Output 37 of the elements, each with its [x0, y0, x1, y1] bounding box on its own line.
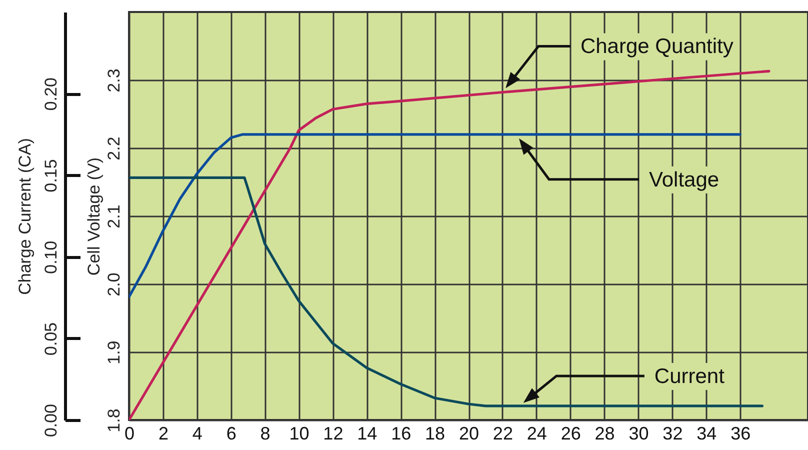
x-tick-label: 32 — [662, 424, 683, 444]
x-tick-label: 4 — [192, 424, 202, 444]
series-label: Charge Quantity — [580, 35, 734, 58]
series-label: Current — [654, 364, 725, 388]
y2-tick-label: 0.00 — [42, 404, 60, 438]
x-tick-label: 20 — [458, 424, 480, 444]
y2-tick-label: 0.15 — [42, 159, 60, 192]
y-tick-label: 2.1 — [104, 204, 124, 228]
y-tick-label: 1.8 — [104, 408, 124, 432]
x-tick-label: 6 — [226, 424, 236, 444]
x-tick-label: 34 — [696, 424, 717, 444]
x-tick-label: 8 — [260, 424, 270, 444]
x-tick-label: 14 — [357, 424, 378, 444]
series-label: Voltage — [649, 168, 720, 192]
y2-axis-title: Charge Current (CA) — [16, 138, 34, 295]
y-tick-label: 2.0 — [104, 272, 124, 296]
y2-tick-label: 0.10 — [42, 240, 60, 274]
x-tick-label: 36 — [730, 424, 751, 444]
x-tick-label: 10 — [289, 424, 310, 444]
x-tick-label: 0 — [124, 424, 135, 444]
y2-tick-label: 0.05 — [42, 322, 60, 356]
x-tick-label: 16 — [391, 424, 412, 444]
y-axis-title: Cell Voltage (V) — [84, 157, 104, 276]
x-tick-label: 22 — [492, 424, 513, 444]
x-tick-label: 24 — [526, 424, 547, 444]
x-tick-label: 2 — [158, 424, 168, 444]
x-tick-label: 30 — [628, 424, 649, 444]
y-tick-label: 2.3 — [104, 68, 124, 92]
x-tick-label: 26 — [560, 424, 581, 444]
x-tick-label: 12 — [323, 424, 344, 444]
x-tick-label: 18 — [425, 424, 446, 444]
line-series — [129, 70, 770, 420]
x-tick-label: 28 — [594, 424, 615, 444]
y-tick-label: 2.2 — [104, 136, 124, 160]
y-tick-label: 1.9 — [104, 340, 124, 364]
line-series — [129, 133, 742, 298]
y2-tick-label: 0.20 — [42, 78, 60, 111]
